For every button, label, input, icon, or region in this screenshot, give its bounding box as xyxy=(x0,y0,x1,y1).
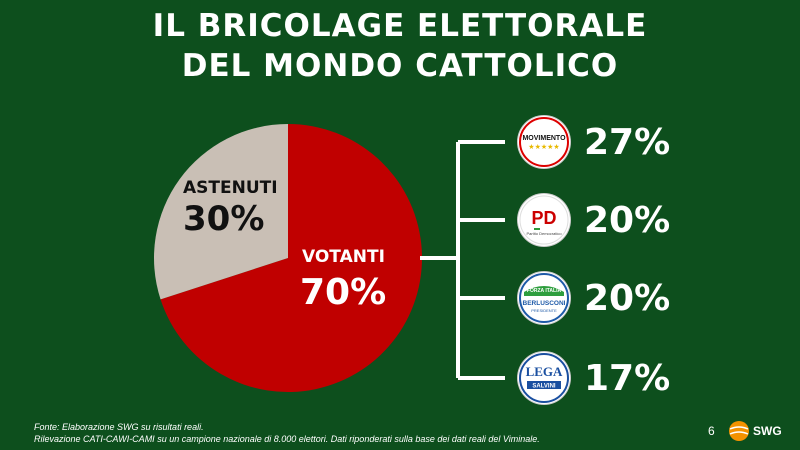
party-row-fi: FORZA ITALIA BERLUSCONI PRESIDENTE 20% xyxy=(518,272,670,324)
svg-text:PD: PD xyxy=(531,208,556,228)
pie-slice-astenuti xyxy=(154,124,288,300)
slide-title: IL BRICOLAGE ELETTORALE DEL MONDO CATTOL… xyxy=(0,6,800,86)
party-row-pd: PD Partito Democratico 20% xyxy=(518,194,670,246)
title-line-1: IL BRICOLAGE ELETTORALE xyxy=(152,8,648,44)
party-row-m5s: MOVIMENTO ★★★★★ 27% xyxy=(518,116,670,168)
swg-logo: SWG xyxy=(728,420,782,442)
source-line-1: Fonte: Elaborazione SWG su risultati rea… xyxy=(34,422,204,432)
forza-italia-logo: FORZA ITALIA BERLUSCONI PRESIDENTE xyxy=(518,272,570,324)
svg-text:MOVIMENTO: MOVIMENTO xyxy=(522,135,566,142)
party-row-lega: LEGA SALVINI 17% xyxy=(518,352,670,404)
source-line-2: Rilevazione CATI-CAWI-CAMI su un campion… xyxy=(34,434,540,444)
svg-text:★★★★★: ★★★★★ xyxy=(528,143,559,151)
partito-democratico-logo: PD Partito Democratico xyxy=(518,194,570,246)
party-percentage: 20% xyxy=(584,199,671,241)
astenuti-label: ASTENUTI xyxy=(183,178,278,198)
pie-slice-votanti xyxy=(160,124,423,392)
svg-text:BERLUSCONI: BERLUSCONI xyxy=(523,300,566,307)
votanti-label: VOTANTI xyxy=(302,247,385,267)
swg-ball-icon xyxy=(729,421,749,441)
svg-text:FORZA ITALIA: FORZA ITALIA xyxy=(527,288,562,294)
lega-logo: LEGA SALVINI xyxy=(518,352,570,404)
svg-text:PRESIDENTE: PRESIDENTE xyxy=(531,308,557,313)
party-percentage: 27% xyxy=(584,121,671,163)
source-note: Fonte: Elaborazione SWG su risultati rea… xyxy=(34,421,540,445)
title-line-2: DEL MONDO CATTOLICO xyxy=(181,48,619,84)
astenuti-value: 30% xyxy=(183,199,265,239)
party-percentage: 17% xyxy=(584,357,671,399)
svg-text:LEGA: LEGA xyxy=(526,364,563,379)
brand-name: SWG xyxy=(753,424,782,438)
svg-text:Partito Democratico: Partito Democratico xyxy=(526,231,562,236)
party-percentage: 20% xyxy=(584,277,671,319)
movimento-5-stelle-logo: MOVIMENTO ★★★★★ xyxy=(518,116,570,168)
breakdown-bracket xyxy=(420,140,505,380)
svg-text:SALVINI: SALVINI xyxy=(532,384,556,390)
page-number: 6 xyxy=(708,424,715,438)
votanti-value: 70% xyxy=(300,272,387,313)
